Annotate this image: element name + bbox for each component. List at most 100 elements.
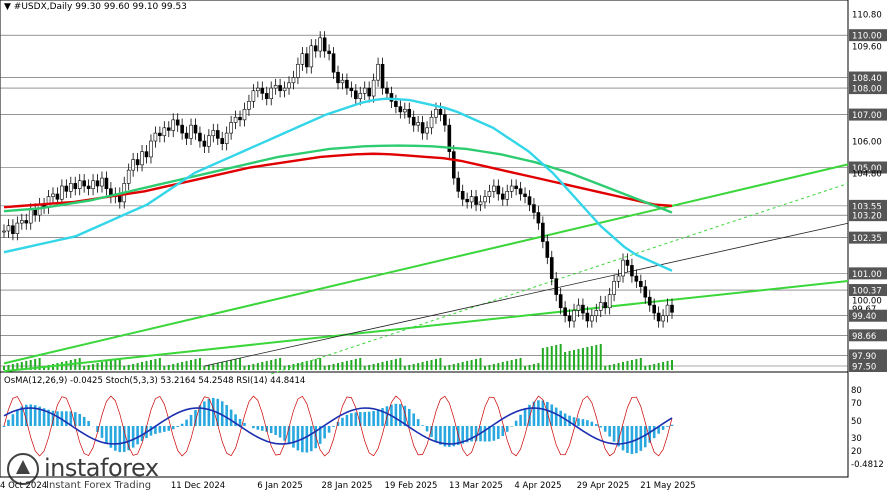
volume-bar bbox=[247, 365, 250, 370]
osma-bar bbox=[550, 404, 554, 426]
candle-body bbox=[104, 177, 109, 189]
osma-bar bbox=[461, 426, 464, 444]
candle-body bbox=[11, 225, 15, 234]
main-plot-frame bbox=[0, 0, 849, 373]
candle-body bbox=[532, 204, 536, 213]
volume-bar bbox=[573, 350, 576, 370]
price-tick-label: 100.37 bbox=[852, 287, 882, 297]
candle-body bbox=[385, 87, 389, 94]
price-label-bg bbox=[849, 349, 887, 362]
volume-bar bbox=[234, 359, 237, 370]
oscillators bbox=[2, 395, 674, 457]
volume-bar bbox=[83, 366, 86, 370]
price-tick-label: 98.66 bbox=[852, 332, 876, 342]
volume-bar bbox=[256, 363, 259, 370]
channel-upper-line bbox=[3, 163, 849, 365]
volume-bar bbox=[359, 358, 362, 370]
osma-bar bbox=[648, 426, 652, 443]
volume-bar bbox=[608, 365, 611, 370]
osma-bar bbox=[207, 398, 211, 426]
volume-bar bbox=[577, 349, 580, 370]
volume-bar bbox=[648, 365, 651, 370]
time-axis: 4 Oct 2024 11 Dec 2024 6 Jan 2025 28 Jan 20… bbox=[0, 481, 696, 491]
candle-body bbox=[336, 71, 340, 84]
volume-bar bbox=[550, 346, 553, 370]
candle-body bbox=[581, 304, 585, 314]
volume-bar bbox=[292, 364, 295, 370]
candle-body bbox=[594, 310, 599, 317]
osma-bar bbox=[523, 409, 527, 426]
volume-bar bbox=[626, 361, 629, 370]
osma-bar bbox=[643, 426, 647, 448]
candle-body bbox=[64, 185, 69, 192]
candle-body bbox=[82, 180, 86, 187]
candle-body bbox=[2, 230, 6, 233]
osma-bar bbox=[448, 426, 451, 447]
candle-body bbox=[149, 140, 153, 158]
osma-bar bbox=[412, 413, 416, 426]
osma-bar bbox=[363, 411, 367, 426]
osma-bar bbox=[122, 426, 126, 452]
volume-bar bbox=[666, 361, 669, 370]
osma-bar bbox=[100, 426, 104, 438]
candle-body bbox=[211, 130, 216, 137]
candle-body bbox=[51, 193, 55, 197]
osma-bar bbox=[425, 426, 429, 432]
osma-bar bbox=[528, 404, 531, 426]
price-tick-label: 108.40 bbox=[852, 74, 882, 84]
osma-bar bbox=[127, 426, 130, 451]
osma-bar bbox=[510, 426, 513, 427]
volume-bar bbox=[105, 361, 108, 370]
candle-body bbox=[407, 108, 412, 118]
candle-body bbox=[140, 151, 144, 166]
candle-body bbox=[77, 180, 82, 189]
volume-bar bbox=[426, 361, 429, 370]
candle-body bbox=[536, 212, 541, 224]
osma-bar bbox=[256, 426, 260, 430]
price-label-bg bbox=[849, 360, 887, 372]
osma-bar bbox=[474, 426, 478, 442]
candle-body bbox=[193, 124, 198, 134]
indicator-tick-label: 80 bbox=[851, 386, 862, 396]
time-tick-label: 19 Feb 2025 bbox=[385, 481, 438, 491]
osma-bar bbox=[657, 426, 660, 434]
candle-body bbox=[131, 159, 135, 171]
candle-body bbox=[394, 101, 398, 107]
candle-body bbox=[269, 87, 274, 99]
osma-bar bbox=[559, 410, 562, 426]
osma-bar bbox=[581, 419, 585, 426]
price-tick-label: 100.00 bbox=[852, 296, 882, 306]
time-tick-label: 21 May 2025 bbox=[640, 481, 695, 491]
volume-bar bbox=[225, 361, 228, 370]
osma-bar bbox=[42, 408, 46, 426]
candle-body bbox=[603, 302, 608, 309]
symbol-label: #USDX,Daily bbox=[13, 2, 73, 12]
osma-bar bbox=[20, 406, 24, 426]
osma-bar bbox=[136, 426, 139, 445]
candle-body bbox=[656, 312, 661, 322]
candle-body bbox=[224, 132, 229, 144]
volume-bar bbox=[29, 360, 32, 370]
osma-bar bbox=[501, 426, 505, 437]
volume-bar bbox=[288, 365, 291, 370]
osma-bar bbox=[309, 426, 313, 452]
candle-body bbox=[144, 151, 149, 158]
candle-body bbox=[545, 241, 550, 258]
osma-bar bbox=[149, 426, 153, 436]
osma-bar bbox=[505, 426, 509, 432]
osma-bar bbox=[176, 426, 179, 427]
volume-bar bbox=[243, 366, 246, 370]
volume-bar bbox=[564, 352, 567, 370]
volume-bar bbox=[506, 361, 509, 370]
candle-body bbox=[358, 93, 363, 99]
osma-bar bbox=[82, 416, 86, 426]
osma-bar bbox=[154, 426, 157, 434]
volume-bar bbox=[434, 359, 437, 370]
osma-bar bbox=[621, 426, 625, 451]
osma-bar bbox=[7, 419, 10, 426]
volume-bar bbox=[599, 344, 602, 370]
osma-bar bbox=[73, 412, 77, 426]
candle-body bbox=[514, 185, 518, 189]
osma-bar bbox=[105, 426, 108, 444]
volume-bar bbox=[541, 348, 544, 370]
